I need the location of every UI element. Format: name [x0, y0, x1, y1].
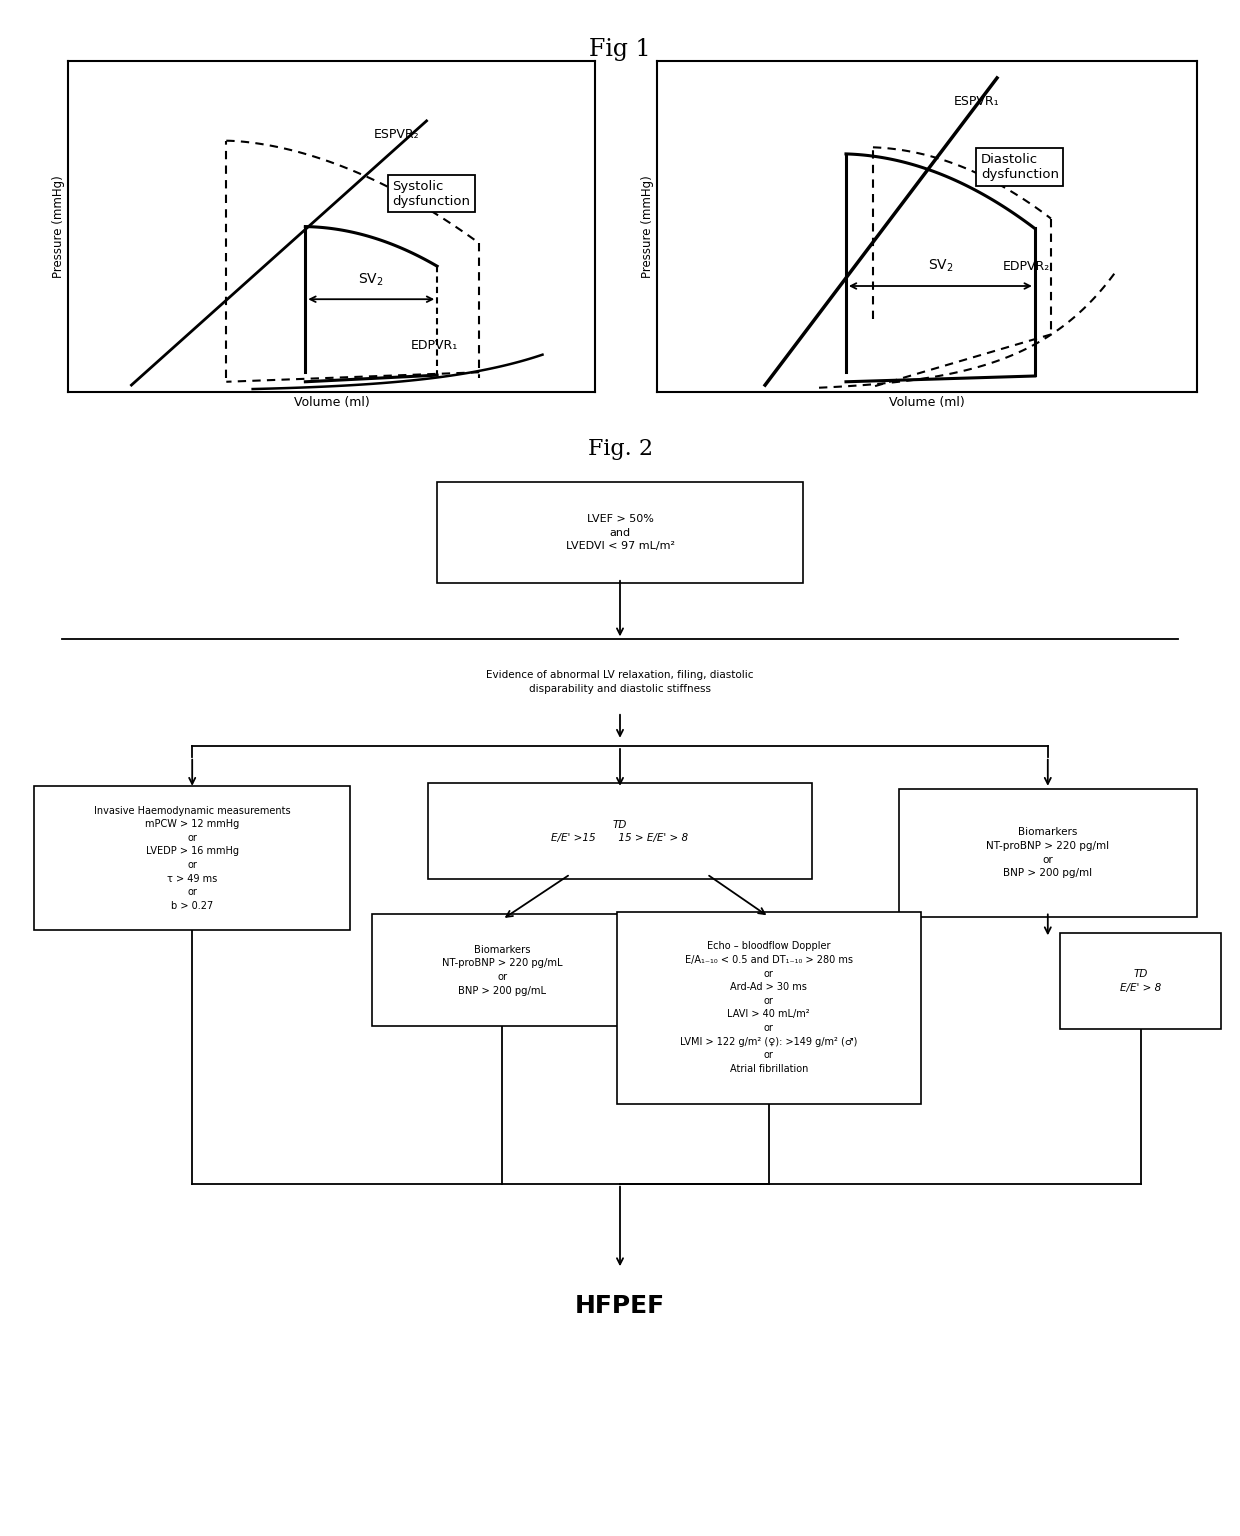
FancyBboxPatch shape: [438, 482, 804, 584]
Text: Diastolic
dysfunction: Diastolic dysfunction: [981, 154, 1059, 181]
Text: Evidence of abnormal LV relaxation, filing, diastolic
disparability and diastoli: Evidence of abnormal LV relaxation, fili…: [486, 670, 754, 694]
Text: ESPVR₂: ESPVR₂: [373, 127, 419, 141]
Text: TD
E/E' >15       15 > E/E' > 8: TD E/E' >15 15 > E/E' > 8: [552, 820, 688, 843]
Text: LVEF > 50%
and
LVEDVI < 97 mL/m²: LVEF > 50% and LVEDVI < 97 mL/m²: [565, 515, 675, 551]
FancyBboxPatch shape: [35, 786, 351, 931]
Y-axis label: Pressure (mmHg): Pressure (mmHg): [52, 175, 66, 278]
FancyBboxPatch shape: [618, 911, 920, 1104]
Text: HFPEF: HFPEF: [575, 1295, 665, 1318]
Text: Systolic
dysfunction: Systolic dysfunction: [392, 180, 470, 207]
Text: EDPVR₁: EDPVR₁: [410, 339, 458, 352]
Text: Biomarkers
NT-proBNP > 220 pg/mL
or
BNP > 200 pg/mL: Biomarkers NT-proBNP > 220 pg/mL or BNP …: [441, 945, 563, 995]
X-axis label: Volume (ml): Volume (ml): [889, 396, 965, 409]
Text: Invasive Haemodynamic measurements
mPCW > 12 mmHg
or
LVEDP > 16 mmHg
or
τ > 49 m: Invasive Haemodynamic measurements mPCW …: [94, 805, 290, 911]
Text: ESPVR₁: ESPVR₁: [954, 95, 999, 108]
Text: Echo – bloodflow Doppler
E/A₁₋₁₀ < 0.5 and DT₁₋₁₀ > 280 ms
or
Ard-Ad > 30 ms
or
: Echo – bloodflow Doppler E/A₁₋₁₀ < 0.5 a…: [680, 942, 858, 1074]
Text: TD
E/E' > 8: TD E/E' > 8: [1120, 969, 1162, 992]
Text: Biomarkers
NT-proBNP > 220 pg/ml
or
BNP > 200 pg/ml: Biomarkers NT-proBNP > 220 pg/ml or BNP …: [986, 828, 1110, 879]
FancyBboxPatch shape: [1060, 932, 1221, 1029]
Text: EDPVR₂: EDPVR₂: [1002, 260, 1050, 273]
Text: SV$_2$: SV$_2$: [358, 272, 384, 287]
Y-axis label: Pressure (mmHg): Pressure (mmHg): [641, 175, 655, 278]
X-axis label: Volume (ml): Volume (ml): [294, 396, 370, 409]
FancyBboxPatch shape: [372, 914, 632, 1026]
Text: Fig. 2: Fig. 2: [588, 438, 652, 459]
Text: SV$_2$: SV$_2$: [928, 258, 954, 275]
Text: Fig 1: Fig 1: [589, 38, 651, 61]
FancyBboxPatch shape: [899, 790, 1197, 917]
FancyBboxPatch shape: [428, 783, 812, 880]
